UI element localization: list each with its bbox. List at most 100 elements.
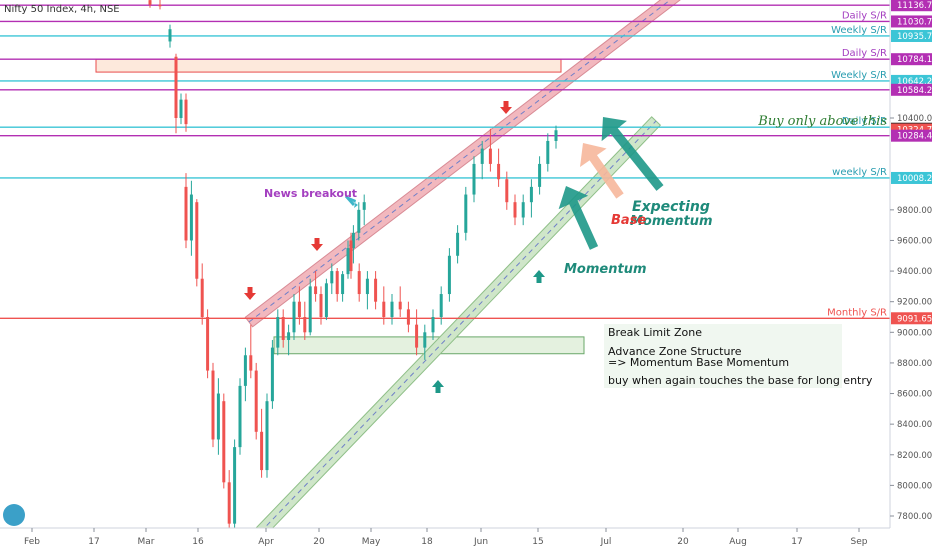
- arrows-layer: [244, 101, 664, 393]
- break-limit-title: Break Limit Zone: [608, 326, 702, 339]
- candle-body: [184, 99, 188, 125]
- candle-body: [362, 202, 366, 210]
- price-tick-label: 9800.00: [897, 206, 932, 216]
- price-tick-label: 8400.00: [897, 420, 932, 430]
- candle-body: [189, 194, 193, 241]
- candle-body: [184, 186, 188, 241]
- candle-body: [529, 186, 533, 203]
- price-tick-label: 9000.00: [897, 328, 932, 338]
- price-badge: [891, 312, 932, 325]
- candle-body: [390, 301, 394, 317]
- candle-body: [243, 355, 247, 386]
- candle-body: [472, 163, 476, 195]
- price-badge: [891, 0, 932, 12]
- candle-body: [195, 202, 199, 279]
- candle-body: [398, 301, 402, 310]
- price-badge: [891, 129, 932, 142]
- candle-body: [265, 401, 269, 471]
- price-badge-label: 10935.77: [897, 32, 932, 42]
- momentum-note: Momentum: [564, 262, 647, 277]
- level-label: Weekly S/R: [831, 70, 887, 81]
- candle-body: [200, 278, 204, 317]
- time-tick-label: 20: [313, 537, 325, 547]
- time-tick-label: Apr: [258, 537, 274, 547]
- candle-body: [249, 355, 253, 371]
- candle-body: [554, 130, 558, 141]
- candle-body: [480, 148, 484, 164]
- price-badge: [891, 53, 932, 66]
- arrow-down-icon: [311, 238, 323, 251]
- news-breakout-note: News breakout: [264, 187, 357, 200]
- time-tick-label: 18: [421, 537, 433, 547]
- price-badge-label: 10784.19: [897, 55, 932, 65]
- time-axis[interactable]: Feb 17 Mar 16 Apr 20 May 18 Jun 15 Jul 20 Aug 17 Sep: [0, 527, 932, 550]
- price-axis[interactable]: 10400.00 9800.00 9600.00 9400.00 9200.00 9000…: [889, 0, 932, 550]
- price-tick-label: 8000.00: [897, 481, 932, 491]
- price-badge: [891, 83, 932, 96]
- candle-body: [341, 274, 345, 295]
- box-line-structure: Advance Zone Structure: [608, 345, 742, 358]
- candle-body: [324, 283, 328, 317]
- candle-body: [297, 301, 301, 317]
- candle-body: [497, 163, 501, 180]
- expecting-note: Expecting: [632, 199, 710, 215]
- zones-layer: [95, 58, 585, 355]
- candle-body: [439, 294, 443, 317]
- time-tick-label: Sep: [851, 537, 868, 547]
- arrow-up-icon: [533, 270, 545, 283]
- candle-body: [538, 163, 542, 187]
- candle-body: [222, 401, 226, 483]
- candle-body: [357, 271, 361, 295]
- candle-body: [158, 4, 162, 7]
- level-label: Daily S/R: [842, 10, 887, 21]
- price-tick-label: 9600.00: [897, 236, 932, 246]
- expecting-arrow-icon: [601, 117, 664, 191]
- price-badge-label: 10584.29: [897, 86, 932, 96]
- candle-body: [351, 232, 355, 249]
- candle-body: [546, 140, 550, 164]
- symbol-title: Nifty 50 Index, 4h, NSE: [4, 4, 120, 15]
- candle-body: [319, 294, 323, 317]
- arrow-up-icon: [432, 380, 444, 393]
- box-line-entry: buy when again touches the base for long…: [608, 374, 873, 387]
- candle-body: [303, 317, 307, 333]
- expecting-momentum-note: Momentum: [630, 214, 713, 229]
- candle-body: [314, 286, 318, 295]
- candle-body: [335, 271, 339, 295]
- price-badge: [891, 171, 932, 184]
- arrow-down-icon: [244, 287, 256, 300]
- level-label: Daily S/R: [842, 48, 887, 59]
- base-arrow-icon: [580, 143, 624, 199]
- pointer-arrow-shaft: [344, 195, 356, 206]
- price-tick-label: 8600.00: [897, 390, 932, 400]
- time-tick-label: 16: [192, 537, 204, 547]
- candle-body: [179, 99, 183, 118]
- candle-body: [270, 347, 274, 402]
- time-tick-label: 20: [677, 537, 689, 547]
- candle-body: [488, 148, 492, 164]
- momentum-arrow-icon: [558, 186, 599, 250]
- tradingview-logo-icon[interactable]: [3, 504, 25, 526]
- support-channel-midline: [247, 120, 657, 546]
- candle-body: [447, 255, 451, 295]
- candle-body: [238, 385, 242, 448]
- candle-body: [423, 332, 427, 348]
- price-tick-label: 10400.00: [897, 114, 932, 124]
- break-limit-note-box: [604, 324, 842, 388]
- candle-body: [281, 317, 285, 340]
- candle-body: [292, 301, 296, 333]
- level-label: Daily S/R: [842, 116, 887, 127]
- time-tick-label: Mar: [138, 537, 155, 547]
- candle-body: [211, 370, 215, 440]
- candle-body: [513, 202, 517, 218]
- levels-layer: Daily S/R Weekly S/R Daily S/R Weekly S/R Da…: [0, 4, 890, 319]
- candle-body: [415, 324, 419, 348]
- candle-body: [260, 431, 264, 471]
- arrow-down-icon: [500, 101, 512, 114]
- candle-body: [346, 248, 350, 275]
- level-label: Weekly S/R: [831, 25, 887, 36]
- price-badge-label: 9091.65: [897, 314, 932, 324]
- candle-body: [287, 332, 291, 340]
- price-badge: [891, 29, 932, 42]
